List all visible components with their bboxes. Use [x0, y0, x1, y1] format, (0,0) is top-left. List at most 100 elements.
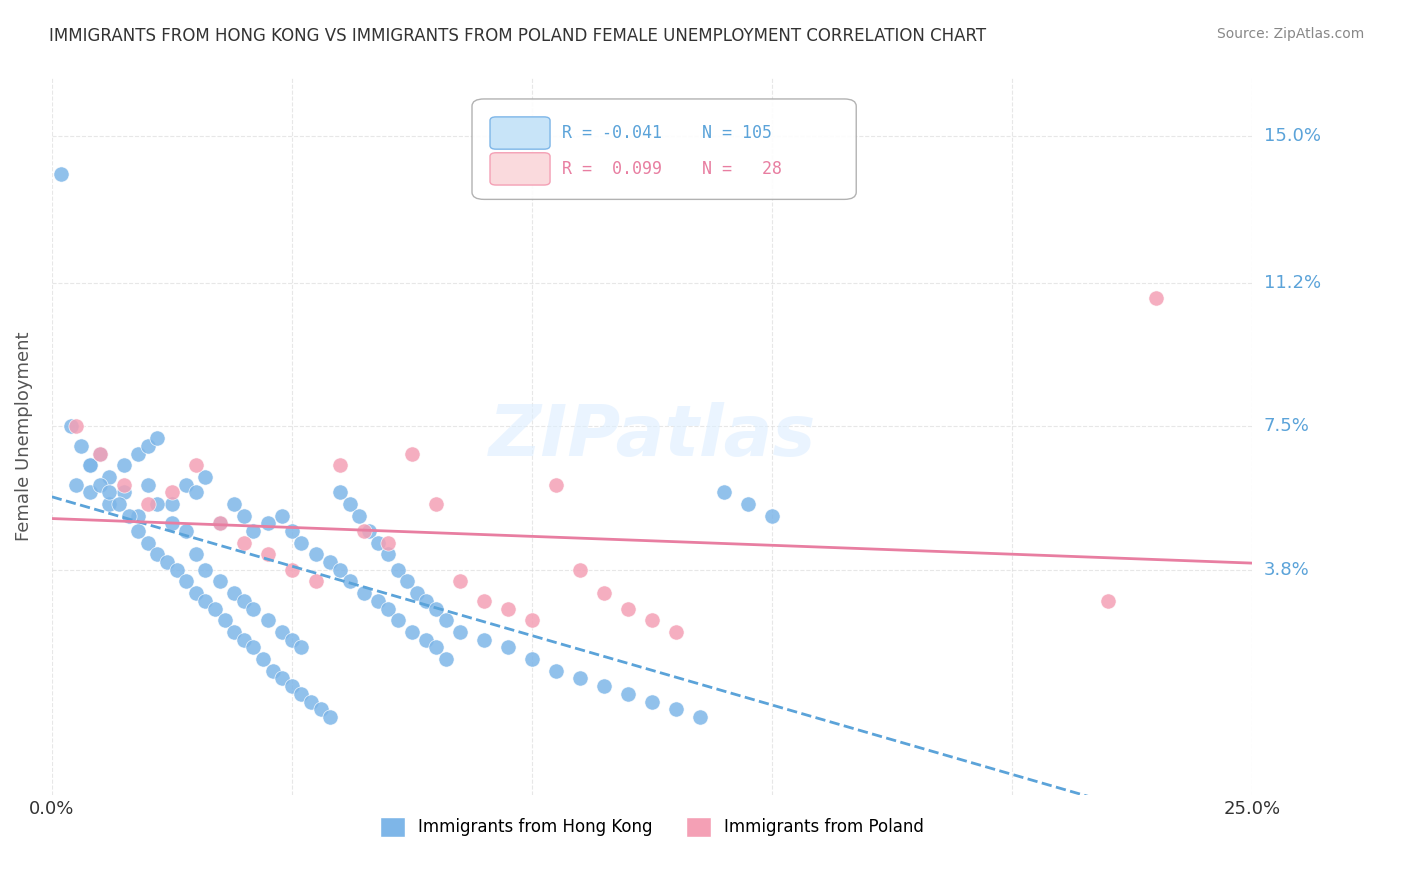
Point [89, 446, 111, 460]
FancyBboxPatch shape [491, 153, 550, 185]
Point [232, 508, 254, 523]
Point [89, 477, 111, 491]
Point [641, 613, 664, 627]
Point [425, 497, 447, 511]
Point [425, 601, 447, 615]
Point [242, 640, 264, 655]
Point [98, 497, 121, 511]
Point [136, 439, 159, 453]
Text: ZIPatlas: ZIPatlas [488, 401, 815, 471]
Point [51, 167, 73, 181]
Point [69, 439, 91, 453]
Point [257, 547, 280, 561]
Point [136, 497, 159, 511]
Point [329, 485, 352, 500]
Point [271, 624, 294, 639]
Point [281, 524, 304, 538]
Point [117, 508, 139, 523]
Point [112, 485, 135, 500]
Point [665, 702, 688, 716]
Point [290, 640, 312, 655]
Point [449, 624, 471, 639]
Point [544, 477, 567, 491]
Point [1144, 292, 1167, 306]
Point [434, 652, 457, 666]
Point [593, 586, 616, 600]
Text: 7.5%: 7.5% [1264, 417, 1309, 435]
Point [146, 431, 169, 445]
Point [496, 601, 519, 615]
Point [252, 652, 274, 666]
Point [271, 672, 294, 686]
Point [377, 535, 399, 549]
Point [496, 640, 519, 655]
Point [689, 710, 711, 724]
Point [713, 485, 735, 500]
Point [184, 485, 207, 500]
Point [367, 535, 389, 549]
Point [127, 446, 149, 460]
Point [174, 477, 197, 491]
Point [262, 664, 284, 678]
Point [396, 574, 419, 589]
Text: 3.8%: 3.8% [1264, 561, 1309, 579]
Point [136, 477, 159, 491]
Point [112, 458, 135, 472]
Point [59, 419, 82, 434]
Text: IMMIGRANTS FROM HONG KONG VS IMMIGRANTS FROM POLAND FEMALE UNEMPLOYMENT CORRELAT: IMMIGRANTS FROM HONG KONG VS IMMIGRANTS … [49, 27, 987, 45]
Text: 11.2%: 11.2% [1264, 274, 1320, 292]
Point [387, 563, 409, 577]
Point [520, 652, 543, 666]
Point [112, 477, 135, 491]
Point [449, 574, 471, 589]
Point [329, 563, 352, 577]
Point [305, 574, 328, 589]
Point [353, 586, 375, 600]
Point [160, 485, 183, 500]
Point [401, 446, 423, 460]
Point [174, 524, 197, 538]
Point [309, 702, 332, 716]
Point [194, 563, 217, 577]
Point [166, 563, 188, 577]
Point [665, 624, 688, 639]
Point [79, 458, 101, 472]
Text: R =  0.099    N =   28: R = 0.099 N = 28 [562, 161, 782, 178]
Point [208, 516, 231, 531]
Point [174, 574, 197, 589]
Point [339, 574, 361, 589]
Point [290, 687, 312, 701]
Legend: Immigrants from Hong Kong, Immigrants from Poland: Immigrants from Hong Kong, Immigrants fr… [373, 810, 931, 844]
Point [569, 563, 592, 577]
Point [232, 594, 254, 608]
Point [617, 687, 640, 701]
Point [160, 497, 183, 511]
Point [184, 458, 207, 472]
Point [194, 594, 217, 608]
Point [160, 516, 183, 531]
Y-axis label: Female Unemployment: Female Unemployment [15, 331, 32, 541]
Point [79, 458, 101, 472]
Point [242, 601, 264, 615]
Text: Source: ZipAtlas.com: Source: ZipAtlas.com [1216, 27, 1364, 41]
Point [569, 672, 592, 686]
FancyBboxPatch shape [491, 117, 550, 149]
Point [305, 547, 328, 561]
Point [319, 555, 342, 569]
Point [617, 601, 640, 615]
Point [641, 695, 664, 709]
Point [156, 555, 179, 569]
Point [339, 497, 361, 511]
Point [214, 613, 236, 627]
Point [299, 695, 322, 709]
Point [204, 601, 226, 615]
Point [232, 632, 254, 647]
Point [98, 470, 121, 484]
Point [271, 508, 294, 523]
Point [1097, 594, 1119, 608]
Point [737, 497, 759, 511]
Point [472, 594, 495, 608]
Point [98, 485, 121, 500]
Point [353, 524, 375, 538]
Point [405, 586, 427, 600]
